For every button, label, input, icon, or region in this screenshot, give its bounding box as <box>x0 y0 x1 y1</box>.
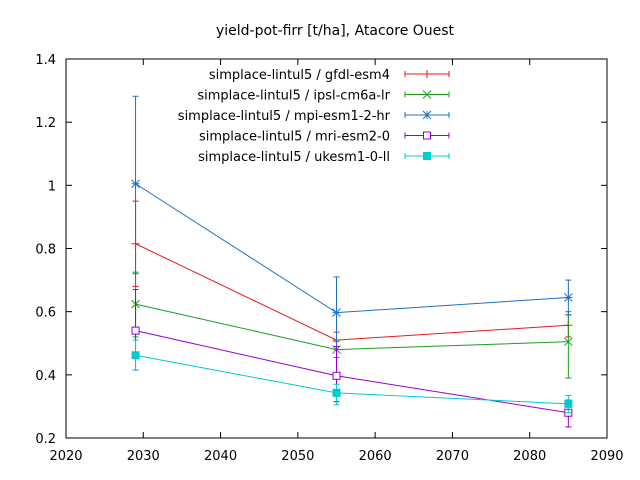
legend-label: simplace-lintul5 / mpi-esm1-2-hr <box>178 109 391 124</box>
y-tick-label: 0.8 <box>35 243 56 258</box>
legend-label: simplace-lintul5 / ipsl-cm6a-lr <box>197 89 390 104</box>
x-tick-label: 2030 <box>127 449 160 464</box>
series-line <box>135 243 569 341</box>
data-point <box>332 371 341 380</box>
axis-ticks: 2020 2030 2040 2050 2060 2070 2080 2090 0.2 0.4 0.… <box>35 53 623 464</box>
data-point <box>332 308 341 317</box>
legend-marker <box>423 131 431 140</box>
data-point <box>564 337 573 347</box>
legend-label: simplace-lintul5 / ukesm1-0-ll <box>198 150 390 165</box>
legend-entry: simplace-lintul5 / mpi-esm1-2-hr <box>178 109 450 124</box>
x-tick-label: 2050 <box>281 449 314 464</box>
x-tick-label: 2020 <box>49 449 82 464</box>
x-tick-label: 2070 <box>436 449 469 464</box>
legend-marker <box>423 70 431 78</box>
data-point <box>131 351 140 360</box>
legend-label: simplace-lintul5 / mri-esm2-0 <box>199 130 390 145</box>
legend: simplace-lintul5 / gfdl-esm4 simplace-lin… <box>178 68 450 165</box>
y-tick-label: 0.6 <box>35 306 56 321</box>
legend-entry: simplace-lintul5 / ipsl-cm6a-lr <box>197 89 450 104</box>
x-tick-label: 2090 <box>590 449 623 464</box>
series-layer <box>131 95 573 428</box>
series-2 <box>131 95 573 351</box>
legend-entry: simplace-lintul5 / mri-esm2-0 <box>199 130 450 145</box>
x-tick-label: 2060 <box>359 449 392 464</box>
data-point <box>131 326 140 335</box>
series-1 <box>131 271 573 379</box>
legend-marker <box>422 90 432 99</box>
chart-title: yield-pot-firr [t/ha], Atacore Ouest <box>216 23 455 39</box>
x-tick-label: 2080 <box>513 449 546 464</box>
series-3 <box>131 289 573 428</box>
legend-entry: simplace-lintul5 / gfdl-esm4 <box>209 68 450 83</box>
y-tick-label: 1.4 <box>35 53 56 68</box>
y-tick-label: 0.4 <box>35 369 56 384</box>
series-4 <box>131 339 573 414</box>
series-line <box>135 354 569 405</box>
error-bar <box>565 311 572 379</box>
legend-marker <box>423 152 431 160</box>
data-point <box>564 399 573 408</box>
data-point <box>564 293 573 302</box>
y-tick-label: 1 <box>48 179 56 194</box>
data-point <box>332 388 341 397</box>
y-tick-label: 0.2 <box>35 432 56 447</box>
legend-marker <box>422 110 432 120</box>
y-tick-label: 1.2 <box>35 116 56 131</box>
series-line <box>135 303 569 351</box>
legend-label: simplace-lintul5 / gfdl-esm4 <box>209 68 390 83</box>
data-point <box>131 179 140 189</box>
x-tick-label: 2040 <box>204 449 237 464</box>
legend-entry: simplace-lintul5 / ukesm1-0-ll <box>198 150 450 165</box>
series-line <box>135 183 569 314</box>
